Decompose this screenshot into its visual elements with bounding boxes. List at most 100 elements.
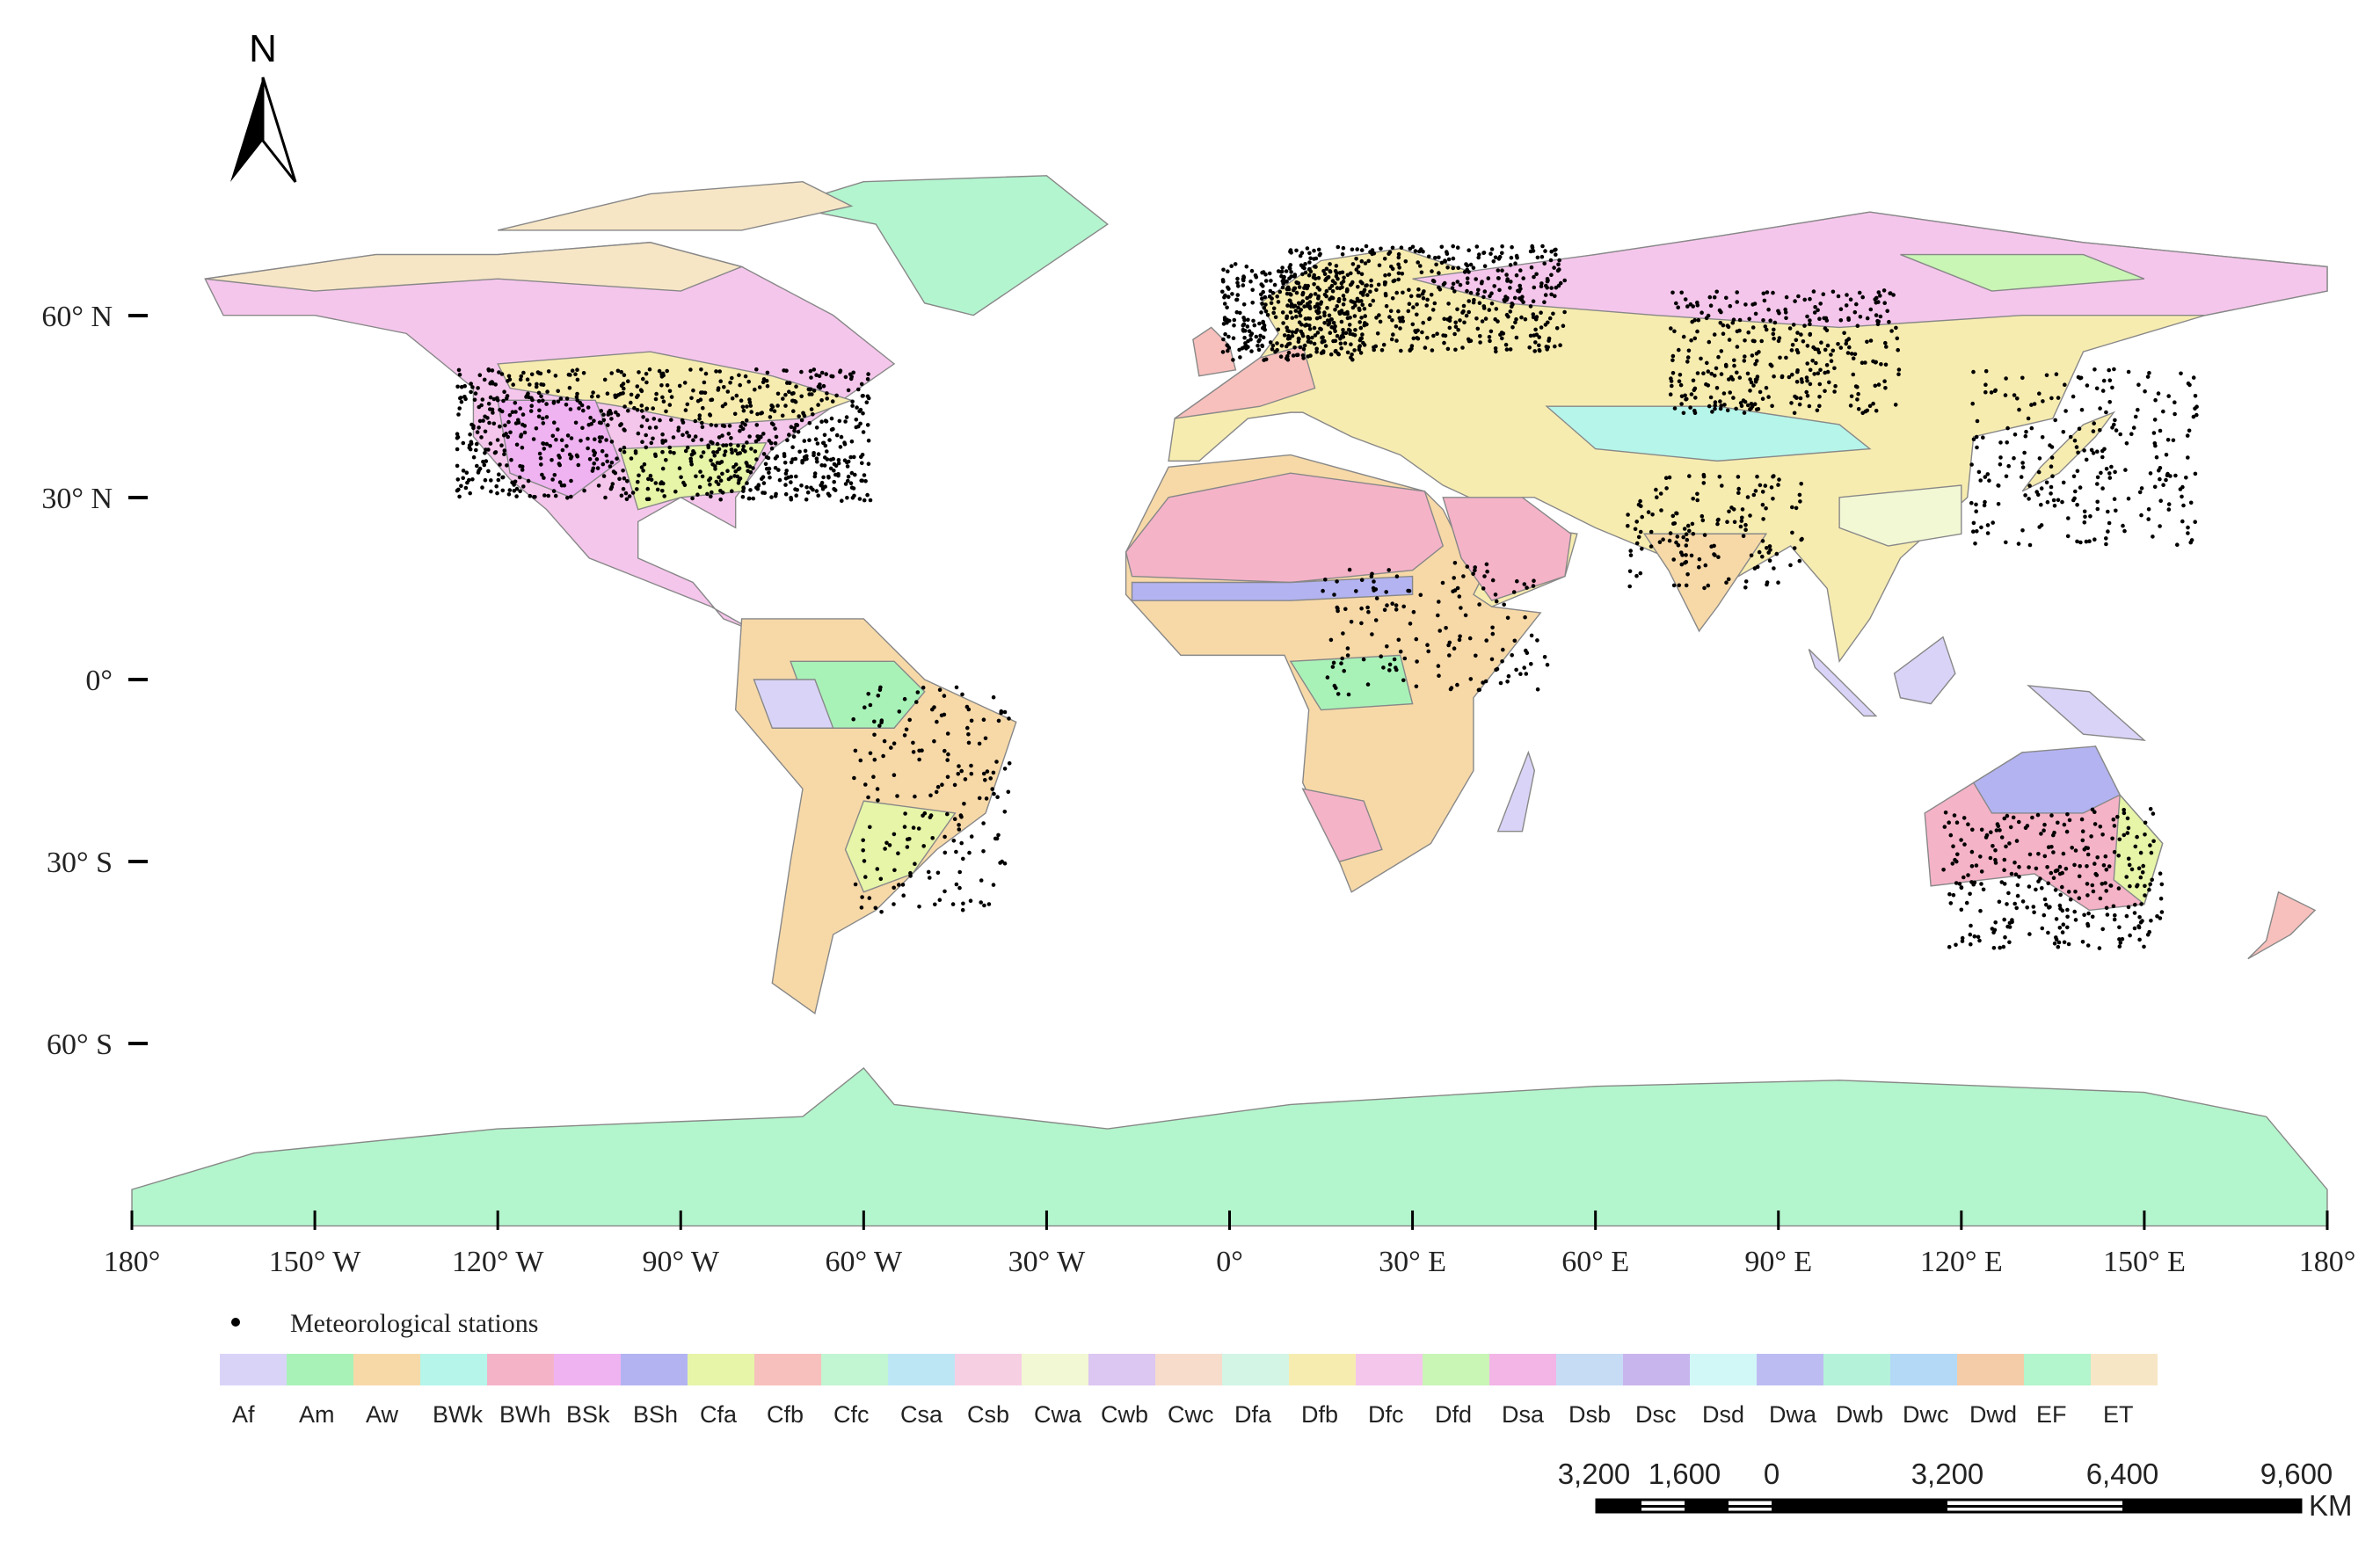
station-dot [542,476,546,480]
station-dot [1959,885,1964,890]
station-dot [1357,306,1362,311]
station-dot [2075,469,2080,474]
station-dot [2065,534,2071,539]
station-dot [2094,386,2100,391]
station-dot [1719,349,1724,353]
station-dot [1523,614,1527,620]
station-dot [455,384,460,389]
station-dot [2004,376,2008,381]
station-dot [491,411,495,415]
station-dot [1231,336,1236,341]
station-dot [2148,843,2152,847]
station-dot [1993,388,1998,393]
station-dot [1978,908,1983,913]
station-dot [2146,517,2151,521]
station-dot [988,776,993,781]
station-dot [544,441,550,447]
station-dot [1394,290,1399,295]
station-dot [2020,375,2025,381]
station-dot [1221,279,1226,284]
station-dot [823,484,827,489]
station-dot [1488,338,1492,344]
station-dot [1523,316,1528,322]
station-dot [1539,284,1544,289]
station-dot [900,883,906,887]
station-dot [1685,537,1690,542]
station-dot [1719,372,1724,376]
legend-label: Dfa [1234,1401,1272,1428]
station-dot [1425,297,1430,302]
station-dot [1857,290,1862,295]
station-dot [789,460,794,465]
station-dot [1235,276,1240,281]
station-dot [1996,824,2001,828]
station-dot [1345,287,1350,292]
station-dot [812,367,817,372]
station-dot [2080,940,2085,944]
station-dot [1321,268,1326,273]
station-dot [2025,824,2030,828]
station-dot [1815,408,1820,413]
station-dot [1983,499,1987,505]
station-dot [1339,319,1344,324]
station-dot [860,895,864,899]
station-dot [765,370,770,375]
station-dot [959,768,964,774]
station-dot [977,741,982,746]
station-dot [1854,302,1859,307]
station-dot [537,408,542,413]
station-dot [644,433,648,438]
station-dot [468,432,472,437]
station-dot [1818,367,1823,373]
station-dot [836,461,841,466]
station-dot [714,479,719,484]
station-dot [2121,523,2125,528]
station-dot [2149,850,2154,855]
station-dot [1340,656,1344,661]
station-dot [608,486,614,491]
legend-label: Dfb [1301,1401,1338,1428]
station-dot [2103,854,2108,859]
station-dot [1452,576,1456,580]
station-dot [1426,254,1431,259]
station-dot [717,369,722,374]
station-dot [1753,311,1758,316]
station-dot [1766,550,1771,555]
station-dot [729,447,734,452]
station-dot [1887,319,1891,324]
station-dot [730,489,734,493]
station-dot [1735,345,1740,349]
station-dot [2054,372,2059,377]
station-dot [1488,251,1493,257]
station-dot [1701,481,1707,485]
station-dot [969,771,974,776]
station-dot [2135,834,2139,840]
station-dot [1875,318,1880,324]
station-dot [821,383,826,389]
station-dot [621,469,625,473]
station-dot [484,459,489,463]
station-dot [2104,889,2108,893]
station-dot [794,384,798,389]
station-dot [2107,400,2112,404]
station-dot [866,462,871,466]
station-dot [644,497,650,502]
station-dot [2003,393,2008,397]
station-dot [821,475,826,480]
scale-segment [1772,1500,1947,1512]
station-dot [996,718,1001,723]
station-dot [1430,269,1434,273]
station-dot [1874,408,1879,413]
station-dot [477,404,482,410]
station-dot [645,486,651,491]
station-dot [1298,345,1303,350]
station-dot [1546,278,1550,283]
station-dot [789,425,794,430]
station-dot [2019,475,2024,479]
station-dot [1484,562,1489,567]
lon-label: 90° E [1744,1246,1812,1278]
station-dot [1350,357,1355,362]
station-dot [486,447,491,452]
station-dot [1690,521,1695,527]
legend-label: Cfa [700,1401,738,1428]
